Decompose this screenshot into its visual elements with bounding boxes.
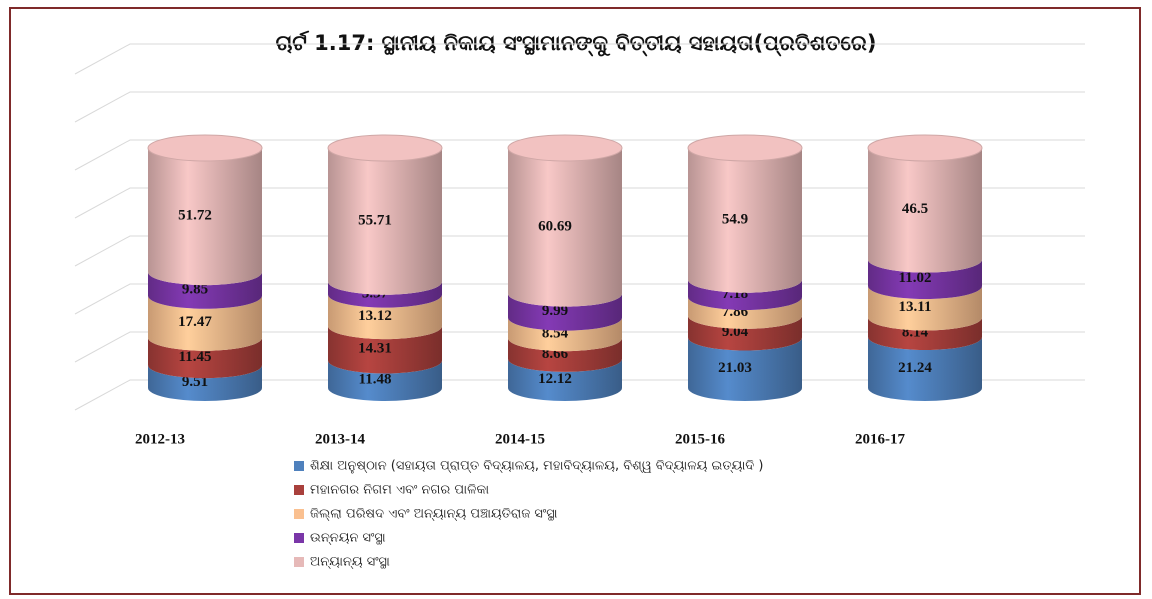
legend-swatch [294, 509, 304, 519]
cylinder-top [867, 134, 983, 162]
data-label: 51.72 [178, 208, 212, 224]
x-tick-label: 2016-17 [855, 431, 905, 447]
cylinder-segment [508, 148, 622, 307]
legend-label: ମହାନଗର ନିଗମ ଏବଂ ନଗର ପାଳିକା [310, 483, 489, 498]
legend-label: ଅନ୍ୟାନ୍ୟ ସଂସ୍ଥା [310, 555, 390, 570]
cylinder-segment [688, 315, 802, 351]
data-label: 11.48 [359, 372, 392, 388]
cylinder-segment [328, 326, 442, 374]
cylinder-top [327, 134, 443, 162]
legend-label: ଉନ୍ନୟନ ସଂସ୍ଥା [310, 531, 386, 546]
data-label: 13.11 [899, 299, 932, 315]
cylinder-segment [508, 338, 622, 372]
grid-line [74, 43, 1085, 75]
grid-line [74, 91, 1085, 123]
x-tick-label: 2014-15 [495, 431, 545, 447]
x-tick-label: 2013-14 [315, 431, 365, 447]
data-label: 9.85 [182, 281, 208, 297]
data-label: 12.12 [538, 371, 572, 387]
data-label: 17.47 [178, 314, 212, 330]
cylinder-segment [148, 272, 262, 309]
cylinder-top [147, 134, 263, 162]
data-label: 21.03 [718, 360, 752, 376]
legend-swatch [294, 485, 304, 495]
cylinder-segment [148, 148, 262, 286]
legend-swatch [294, 557, 304, 567]
legend-swatch [294, 461, 304, 471]
data-label: 60.69 [538, 218, 572, 234]
cylinder-top [507, 134, 623, 162]
cylinder-segment [688, 337, 802, 401]
cylinder-segment [688, 279, 802, 310]
cylinder-segment [148, 365, 262, 401]
cylinder-segment [148, 295, 262, 351]
cylinder-segment [508, 358, 622, 401]
cylinder-segment [328, 294, 442, 340]
data-label: 13.12 [358, 308, 392, 324]
cylinder-segment [868, 147, 982, 273]
cylinder-segment [328, 281, 442, 308]
x-tick-label: 2012-13 [135, 431, 185, 447]
cylinder-segment [508, 293, 622, 331]
cylinder-segment [328, 360, 442, 401]
data-label: 14.31 [358, 341, 392, 357]
data-label: 54.9 [722, 211, 748, 227]
cylinder-segment [328, 148, 442, 295]
data-label: 11.02 [899, 270, 932, 286]
legend-swatch [294, 533, 304, 543]
data-label: 55.71 [358, 212, 392, 228]
data-label: 11.45 [179, 349, 212, 365]
cylinder-segment [688, 147, 802, 293]
legend-label: ଜିଲ୍ଲା ପରିଷଦ ଏବଂ ଅନ୍ୟାନ୍ୟ ପଞ୍ଚାୟତିରାଜ ସଂ… [310, 507, 557, 522]
cylinder-top [687, 134, 803, 162]
cylinder-segment [688, 296, 802, 329]
cylinder-segment [508, 317, 622, 352]
cylinder-segment [148, 337, 262, 379]
legend-label: ଶିକ୍ଷା ଅନୁଷ୍ଠାନ (ସହାୟତା ପ୍ରାପ୍ତ ବିଦ୍ୟାଳୟ… [310, 459, 763, 474]
cylinder-segment [868, 317, 982, 351]
x-tick-label: 2015-16 [675, 431, 725, 447]
cylinder-segment [868, 337, 982, 401]
cylinder-segment [868, 286, 982, 331]
data-label: 9.99 [542, 303, 568, 319]
data-label: 46.5 [902, 201, 928, 217]
data-label: 21.24 [898, 360, 932, 376]
cylinder-segment [868, 259, 982, 300]
